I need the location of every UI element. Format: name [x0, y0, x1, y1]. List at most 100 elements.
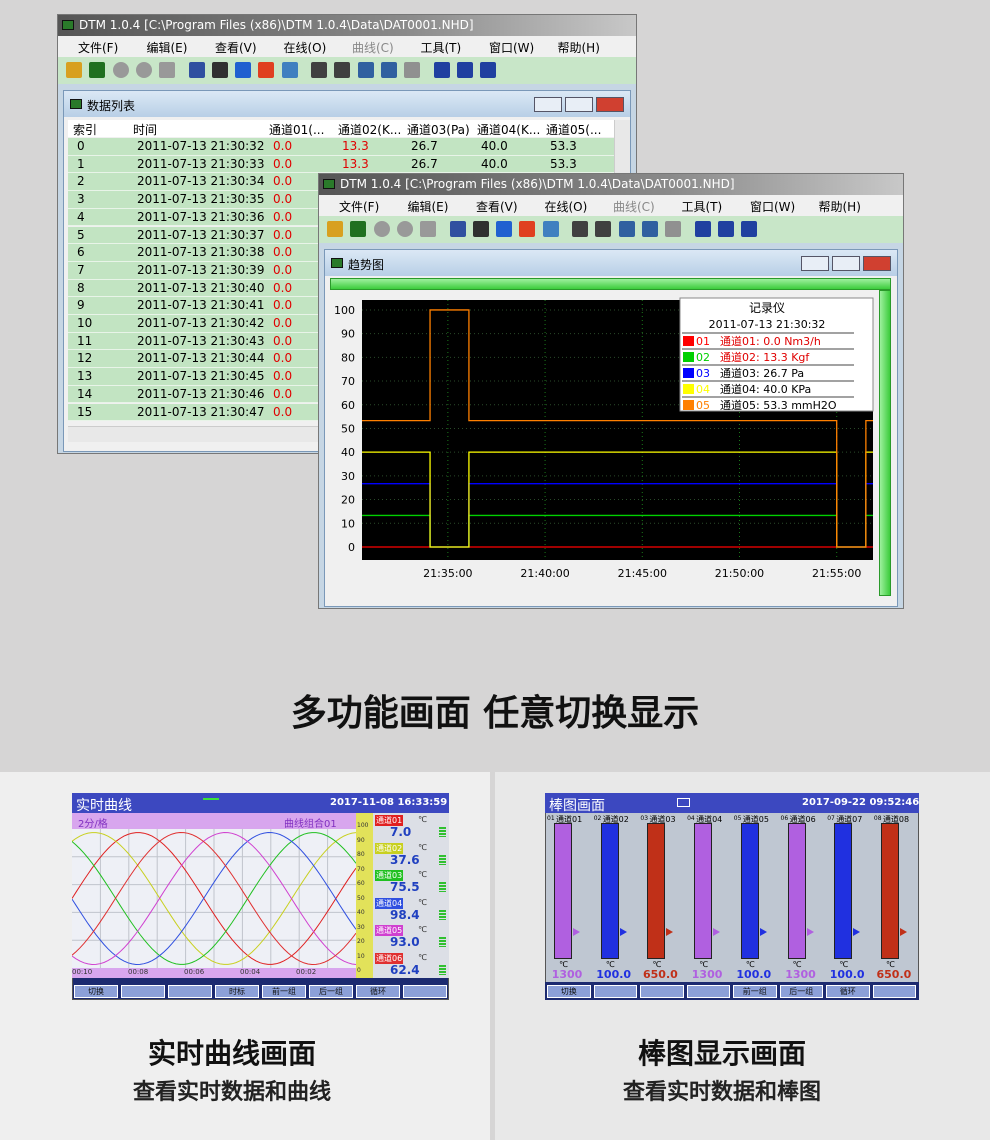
window-button[interactable] — [565, 97, 593, 112]
toolbar-icon[interactable] — [480, 62, 497, 78]
toolbar-icon[interactable] — [618, 221, 635, 237]
toolbar-icon[interactable] — [542, 221, 559, 237]
toolbar-icon[interactable] — [595, 221, 612, 237]
soft-button[interactable] — [309, 985, 353, 998]
toolbar-icon[interactable] — [357, 62, 374, 78]
toolbar-icon[interactable] — [380, 62, 397, 78]
toolbar-icon[interactable] — [665, 221, 682, 237]
menu-item[interactable]: 文件(F) — [339, 200, 380, 214]
table-cell: 26.7 — [411, 156, 438, 171]
soft-button-label[interactable]: 后一组 — [319, 987, 343, 996]
toolbar-icon[interactable] — [135, 62, 152, 78]
toolbar-icon[interactable] — [373, 221, 390, 237]
window-button[interactable] — [801, 256, 829, 271]
toolbar-icon[interactable] — [211, 62, 228, 78]
menu-item[interactable]: 窗口(W) — [750, 200, 796, 214]
toolbar-icon[interactable] — [641, 221, 658, 237]
soft-button-label[interactable]: 切换 — [560, 987, 577, 996]
soft-button[interactable] — [168, 985, 212, 998]
toolbar-icon[interactable] — [472, 221, 489, 237]
soft-button-label[interactable]: 时标 — [229, 987, 245, 996]
menu-item[interactable]: 在线(O) — [544, 200, 588, 214]
soft-button[interactable] — [547, 985, 591, 998]
soft-button[interactable] — [403, 985, 447, 998]
toolbar-icon[interactable] — [456, 62, 473, 78]
toolbar-icon[interactable] — [89, 62, 106, 78]
menu-item[interactable]: 文件(F) — [78, 41, 119, 55]
toolbar-icon[interactable] — [235, 62, 252, 78]
soft-button-label[interactable]: 切换 — [88, 987, 104, 996]
soft-button[interactable] — [733, 985, 777, 998]
soft-button[interactable] — [640, 985, 684, 998]
menu-item[interactable]: 在线(O) — [283, 41, 327, 55]
channel-unit: ℃ — [792, 960, 802, 969]
channel-label: 通道02 — [375, 842, 404, 854]
channel-value: 75.5 — [390, 880, 420, 894]
toolbar-icon[interactable] — [159, 62, 176, 78]
toolbar-icon[interactable] — [334, 62, 351, 78]
panel-icon — [331, 258, 343, 268]
time-band — [72, 968, 356, 978]
soft-button-label[interactable]: 前一组 — [272, 987, 296, 996]
toolbar-icon[interactable] — [311, 62, 327, 78]
soft-button-label[interactable]: 前一组 — [742, 987, 767, 996]
toolbar-icon[interactable] — [350, 221, 367, 237]
soft-button[interactable] — [74, 985, 118, 998]
window-button[interactable] — [596, 97, 624, 112]
menu-item[interactable]: 帮助(H) — [818, 200, 861, 214]
toolbar-icon[interactable] — [396, 221, 413, 237]
menu-item[interactable]: 窗口(W) — [489, 41, 535, 55]
channel-value: 1300 — [551, 968, 583, 981]
toolbar-icon[interactable] — [717, 221, 734, 237]
toolbar-icon[interactable] — [281, 62, 298, 78]
soft-button[interactable] — [356, 985, 400, 998]
toolbar-icon[interactable] — [496, 221, 513, 237]
channel-unit: ℃ — [745, 960, 755, 969]
menu-item[interactable]: 查看(V) — [476, 200, 518, 214]
y-tick-label: 40 — [341, 446, 355, 459]
soft-button-label[interactable]: 循环 — [370, 987, 386, 996]
toolbar-icon[interactable] — [258, 62, 275, 78]
toolbar-icon[interactable] — [741, 221, 758, 237]
soft-button[interactable] — [262, 985, 306, 998]
soft-button[interactable] — [593, 985, 637, 998]
channel-code: 04 — [687, 815, 695, 822]
y-tick-label: 90 — [341, 328, 355, 341]
toolbar-icon[interactable] — [420, 221, 437, 237]
menu-item[interactable]: 编辑(E) — [146, 41, 188, 55]
window-button[interactable] — [863, 256, 891, 271]
soft-button[interactable] — [686, 985, 730, 998]
window-button[interactable] — [534, 97, 562, 112]
soft-button-label[interactable]: 后一组 — [789, 987, 814, 996]
toolbar-icon[interactable] — [449, 221, 466, 237]
toolbar-icon[interactable] — [572, 221, 588, 237]
menu-item[interactable]: 查看(V) — [215, 41, 257, 55]
bar-column — [694, 823, 713, 959]
soft-button[interactable] — [215, 985, 259, 998]
channel-value: 62.4 — [390, 962, 420, 977]
toolbar-icon[interactable] — [327, 221, 343, 237]
screen-icon — [203, 798, 219, 807]
toolbar-icon[interactable] — [404, 62, 421, 78]
toolbar-icon[interactable] — [112, 62, 129, 78]
channel-unit: ℃ — [418, 842, 427, 852]
soft-button-label[interactable]: 循环 — [839, 987, 856, 996]
soft-button[interactable] — [826, 985, 870, 998]
soft-button[interactable] — [779, 985, 823, 998]
menu-item[interactable]: 帮助(H) — [557, 41, 600, 55]
screen-datetime: 2017-11-08 16:33:59 — [330, 797, 448, 808]
menu-item[interactable]: 工具(T) — [681, 200, 723, 214]
toolbar-icon[interactable] — [433, 62, 450, 78]
soft-button[interactable] — [121, 985, 165, 998]
toolbar-icon[interactable] — [188, 62, 205, 78]
table-cell: 2011-07-13 21:30:45 — [137, 369, 265, 384]
menu-item[interactable]: 工具(T) — [420, 41, 462, 55]
toolbar-icon[interactable] — [519, 221, 536, 237]
toolbar-icon[interactable] — [694, 221, 711, 237]
menu-item[interactable]: 曲线(C) — [352, 41, 394, 55]
toolbar-icon[interactable] — [66, 62, 82, 78]
menu-item[interactable]: 编辑(E) — [407, 200, 449, 214]
soft-button[interactable] — [872, 985, 916, 998]
window-button[interactable] — [832, 256, 860, 271]
menu-item[interactable]: 曲线(C) — [613, 200, 655, 214]
